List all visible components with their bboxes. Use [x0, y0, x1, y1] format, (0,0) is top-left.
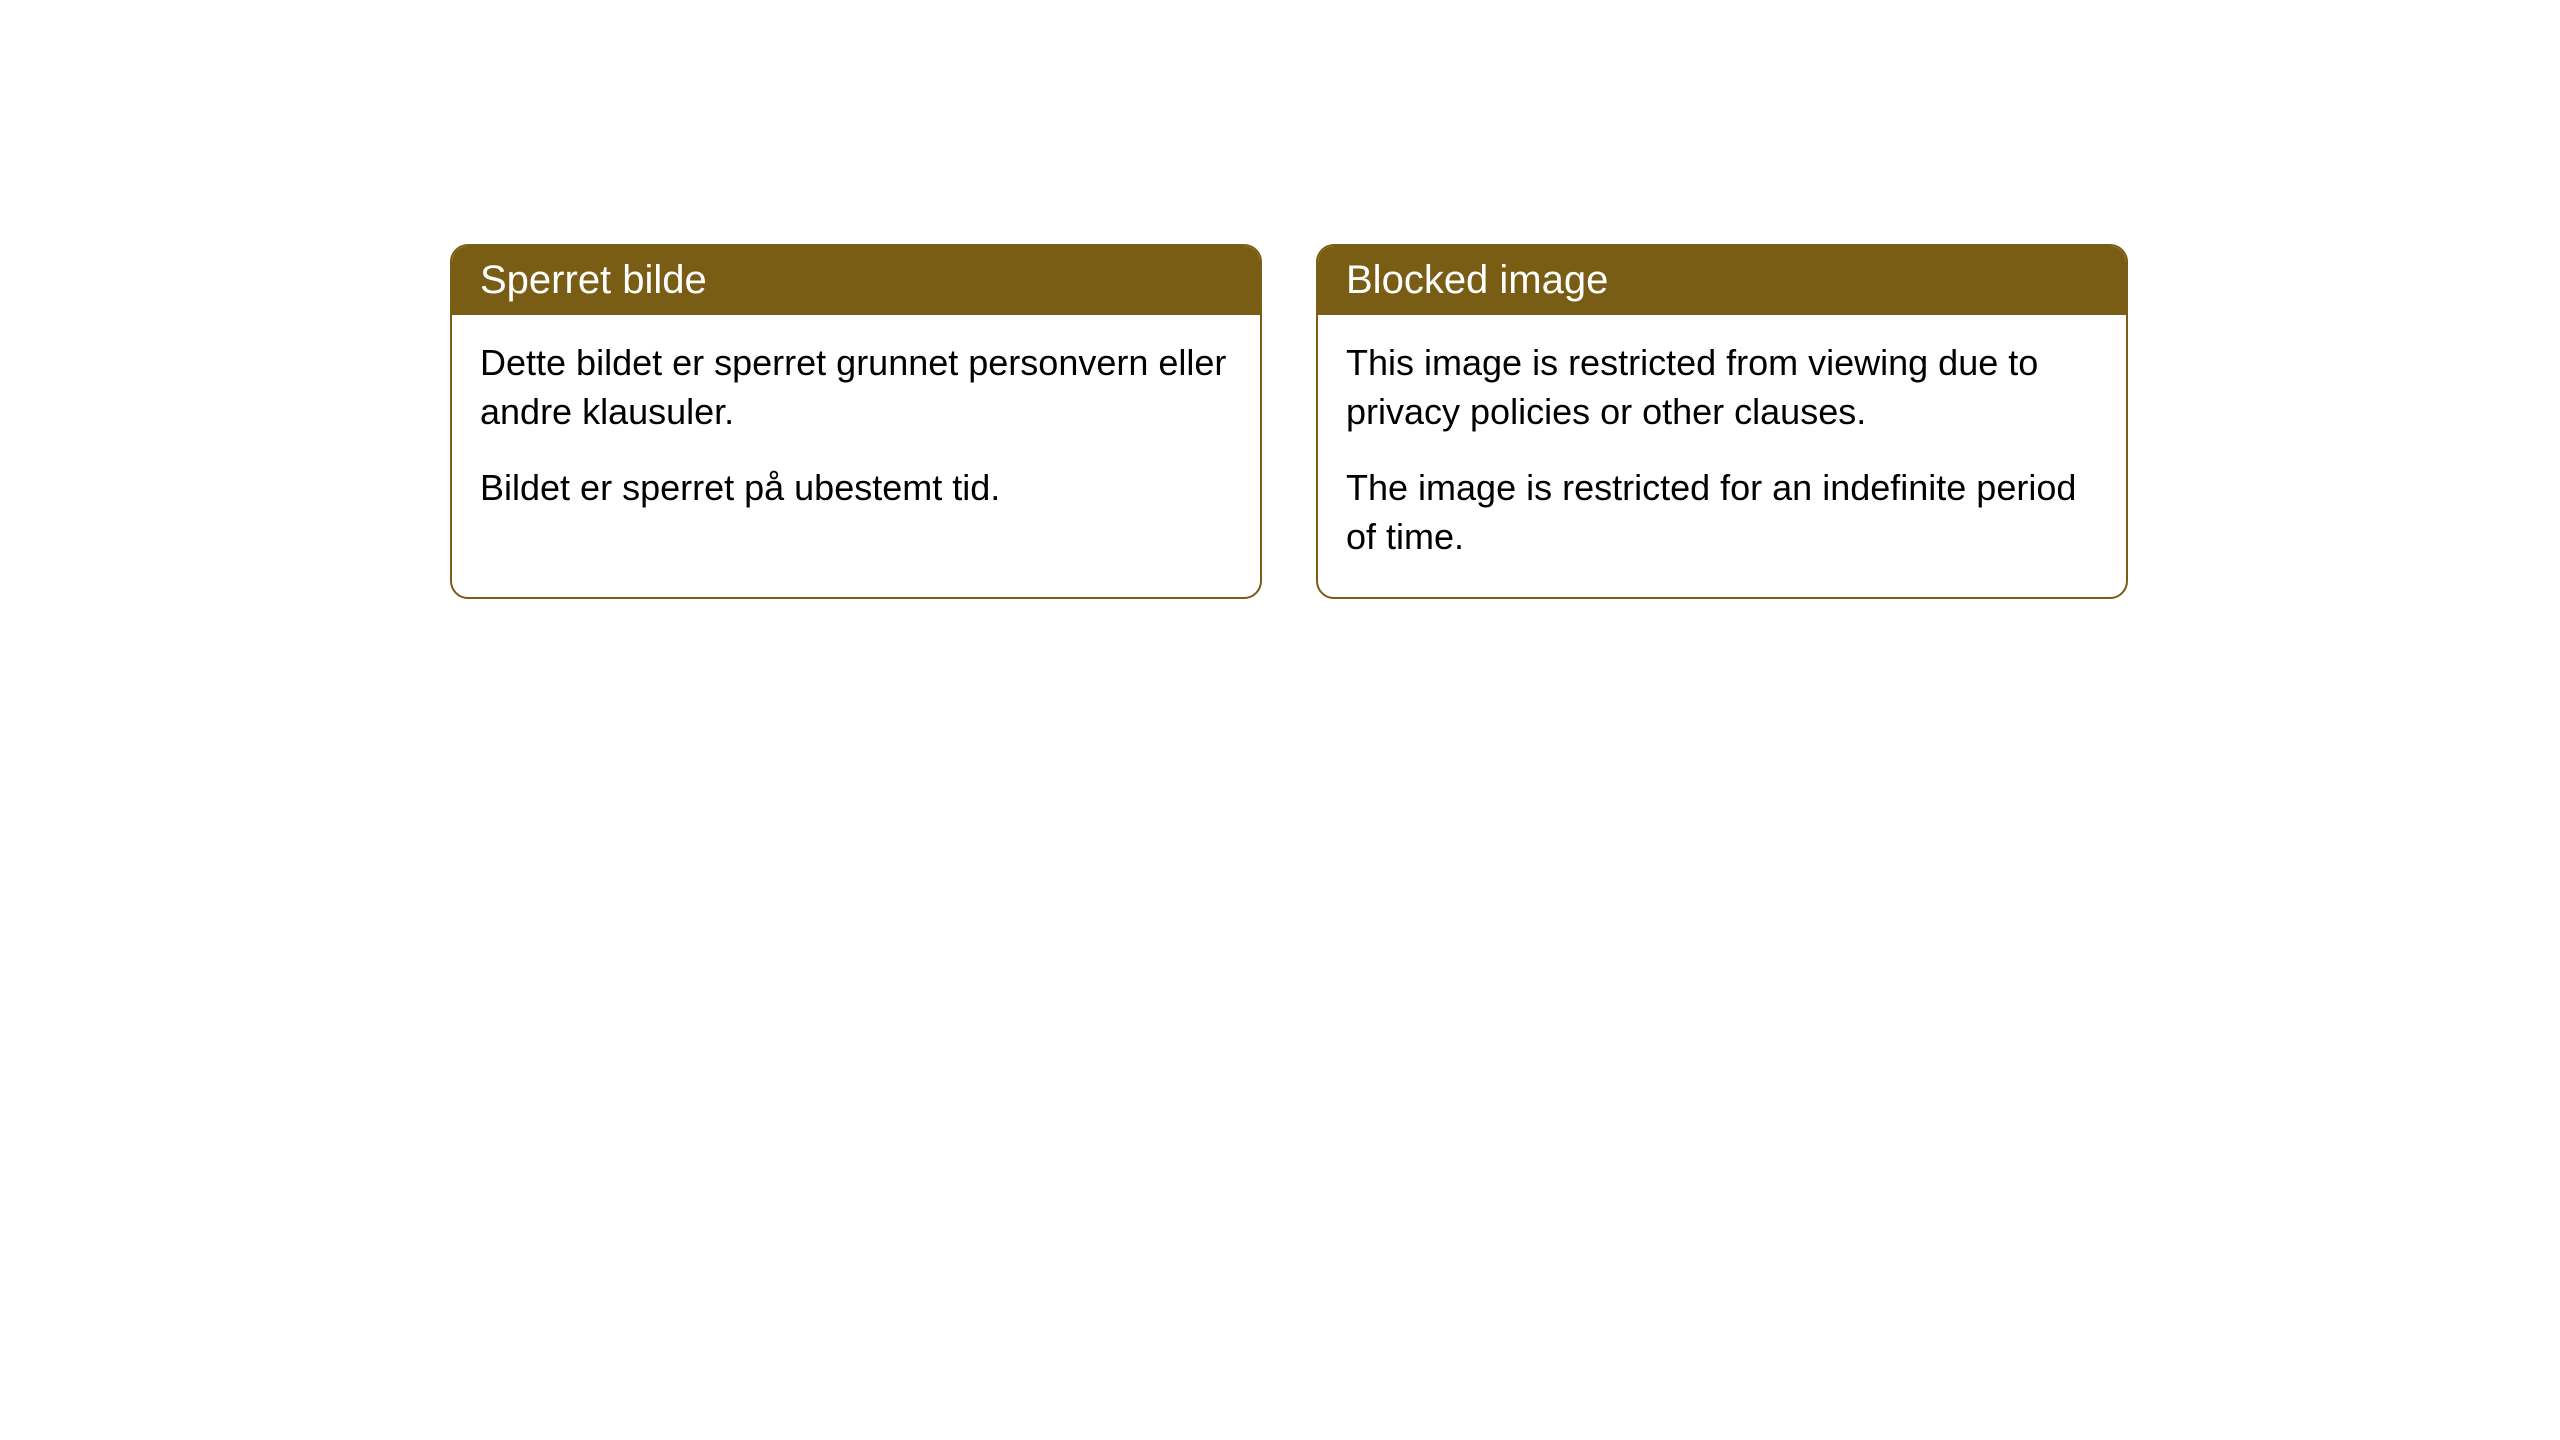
- blocked-image-card-english: Blocked image This image is restricted f…: [1316, 244, 2128, 599]
- card-paragraph: Dette bildet er sperret grunnet personve…: [480, 339, 1232, 436]
- blocked-image-card-norwegian: Sperret bilde Dette bildet er sperret gr…: [450, 244, 1262, 599]
- card-paragraph: The image is restricted for an indefinit…: [1346, 464, 2098, 561]
- card-title: Blocked image: [1346, 258, 1608, 302]
- card-paragraph: This image is restricted from viewing du…: [1346, 339, 2098, 436]
- card-header: Blocked image: [1318, 246, 2126, 315]
- card-title: Sperret bilde: [480, 258, 707, 302]
- card-body: This image is restricted from viewing du…: [1318, 315, 2126, 597]
- card-paragraph: Bildet er sperret på ubestemt tid.: [480, 464, 1232, 513]
- card-header: Sperret bilde: [452, 246, 1260, 315]
- notice-container: Sperret bilde Dette bildet er sperret gr…: [450, 244, 2128, 599]
- card-body: Dette bildet er sperret grunnet personve…: [452, 315, 1260, 549]
